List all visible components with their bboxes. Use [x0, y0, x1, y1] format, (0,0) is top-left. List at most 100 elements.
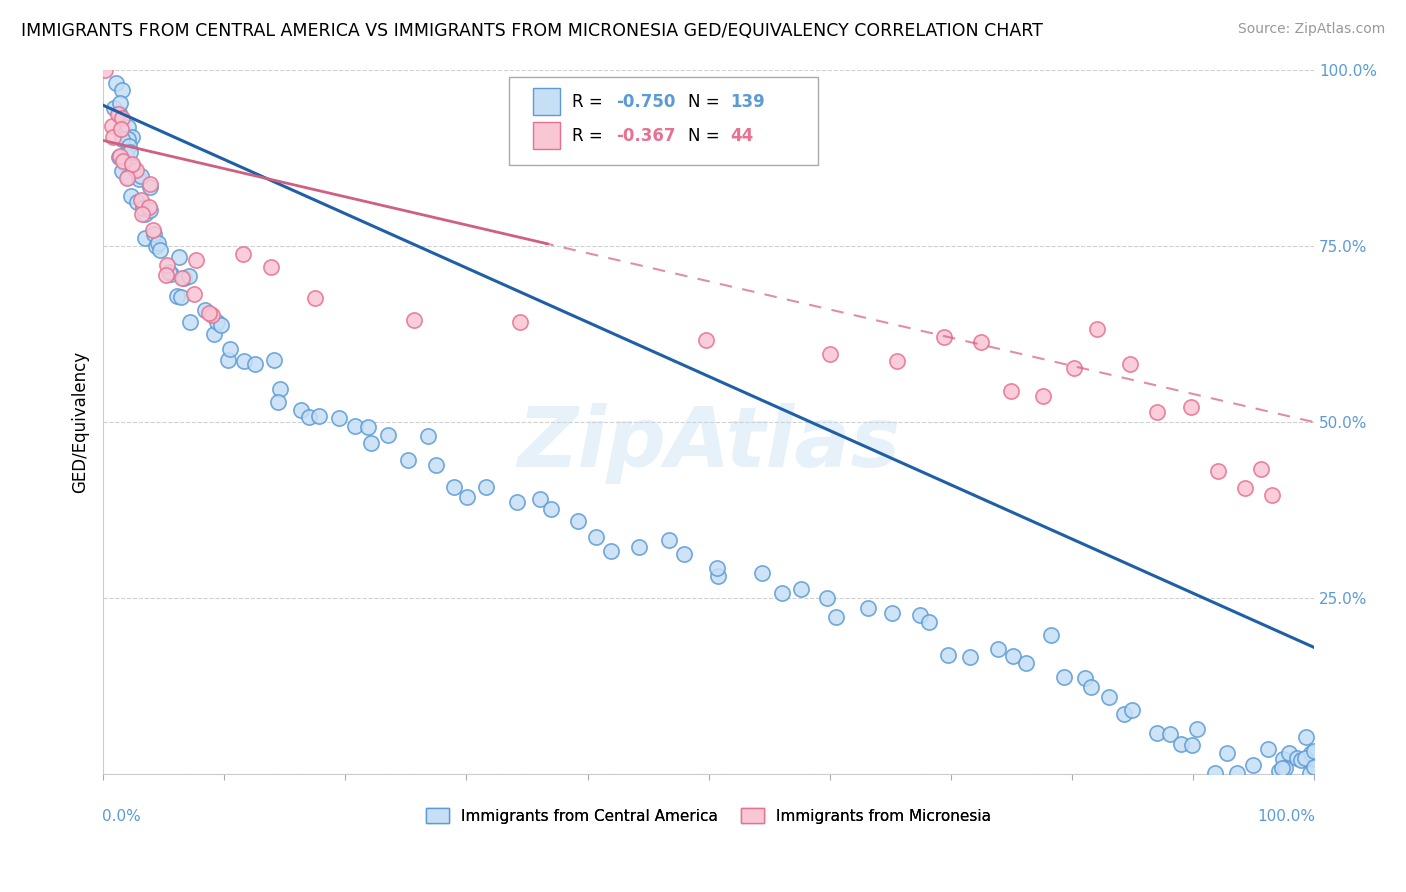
Point [707, 569, 730, 583]
Point [157, 265, 180, 279]
Text: N =: N = [688, 127, 725, 145]
Point [117, 170, 139, 185]
Point [149, 244, 172, 258]
Point [94, 63, 117, 78]
Point [1233, 482, 1256, 496]
Point [1274, 761, 1296, 775]
Point [908, 607, 931, 622]
Point [824, 610, 846, 624]
Point [184, 253, 207, 268]
Point [167, 250, 190, 264]
Point [218, 342, 240, 356]
Point [108, 150, 131, 164]
Point [1015, 656, 1038, 670]
FancyBboxPatch shape [509, 77, 818, 165]
Point [145, 239, 167, 253]
Point [110, 83, 132, 97]
Point [1098, 690, 1121, 704]
Point [233, 354, 256, 368]
Point [108, 149, 131, 163]
FancyBboxPatch shape [533, 88, 560, 115]
Point [540, 501, 562, 516]
Text: N =: N = [688, 93, 725, 111]
Point [402, 312, 425, 326]
Point [886, 354, 908, 368]
Point [706, 561, 728, 575]
Point [1180, 738, 1202, 752]
Point [148, 235, 170, 250]
Point [1206, 465, 1229, 479]
Text: -0.750: -0.750 [617, 93, 676, 111]
Point [194, 302, 217, 317]
Text: -0.367: -0.367 [617, 127, 676, 145]
Point [125, 194, 148, 209]
Point [298, 409, 321, 424]
Point [134, 231, 156, 245]
Point [673, 547, 696, 561]
Point [290, 403, 312, 417]
Point [117, 120, 139, 134]
Point [1216, 746, 1239, 760]
Point [121, 157, 143, 171]
Point [1118, 358, 1140, 372]
Point [1146, 726, 1168, 740]
Point [1225, 766, 1247, 780]
Point [443, 480, 465, 494]
Point [1303, 744, 1326, 758]
Point [245, 357, 267, 371]
Point [1146, 405, 1168, 419]
Point [202, 326, 225, 341]
Point [131, 206, 153, 220]
Point [260, 260, 283, 274]
Point [328, 411, 350, 425]
Point [170, 270, 193, 285]
Point [131, 193, 153, 207]
Point [197, 305, 219, 319]
Point [357, 420, 380, 434]
Point [1159, 727, 1181, 741]
Text: 44: 44 [730, 127, 754, 145]
Point [1053, 669, 1076, 683]
Point [1002, 648, 1025, 663]
Point [858, 601, 880, 615]
Point [1299, 766, 1322, 780]
Point [267, 395, 290, 409]
Point [770, 586, 793, 600]
Point [986, 642, 1008, 657]
Point [160, 268, 183, 282]
Point [1074, 671, 1097, 685]
Point [1000, 384, 1022, 399]
Point [820, 347, 842, 361]
Point [1080, 680, 1102, 694]
Point [790, 582, 813, 597]
Legend: Immigrants from Central America, Immigrants from Micronesia: Immigrants from Central America, Immigra… [420, 802, 997, 830]
Point [138, 177, 160, 191]
Point [107, 106, 129, 120]
Point [882, 607, 904, 621]
Point [205, 315, 228, 329]
Point [263, 352, 285, 367]
Point [751, 566, 773, 580]
Point [695, 333, 717, 347]
Point [969, 335, 991, 350]
Point [1170, 737, 1192, 751]
Point [143, 227, 166, 241]
Point [125, 162, 148, 177]
Point [1278, 746, 1301, 760]
Text: 139: 139 [730, 93, 765, 111]
Point [509, 315, 531, 329]
Point [506, 495, 529, 509]
Point [475, 480, 498, 494]
Point [628, 540, 651, 554]
Point [1268, 764, 1291, 779]
Point [134, 207, 156, 221]
Point [815, 591, 838, 605]
Point [567, 515, 589, 529]
Point [128, 172, 150, 186]
Point [170, 290, 193, 304]
Point [1257, 741, 1279, 756]
Point [1063, 360, 1085, 375]
Point [111, 164, 134, 178]
Point [1241, 758, 1264, 772]
Point [1085, 322, 1108, 336]
